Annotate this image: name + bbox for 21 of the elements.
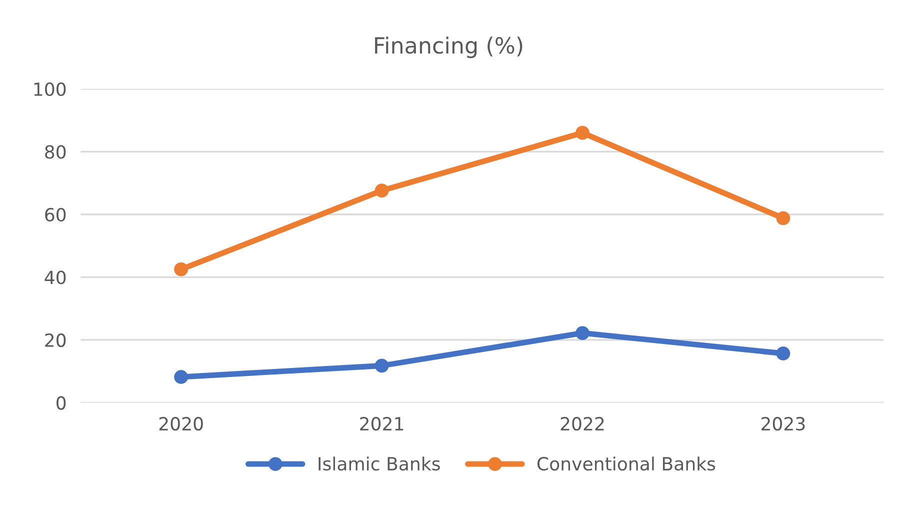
y-tick-label: 100 xyxy=(34,82,66,96)
y-tick-label: 0 xyxy=(56,396,66,410)
y-tick-label: 40 xyxy=(44,270,66,284)
point xyxy=(174,370,188,384)
y-tick-label: 20 xyxy=(45,333,66,348)
point xyxy=(776,211,790,226)
point xyxy=(576,126,590,140)
point xyxy=(576,326,590,340)
legend-label: Islamic Banks xyxy=(318,456,440,471)
y-tick-label: 80 xyxy=(45,145,66,159)
x-tick-label: 2023 xyxy=(762,416,805,431)
x-tick-label: 2022 xyxy=(560,416,604,431)
point xyxy=(174,262,188,276)
chart-title: Financing (%) xyxy=(375,36,522,58)
point xyxy=(374,184,389,198)
x-tick-label: 2021 xyxy=(360,416,404,431)
y-tick-label: 60 xyxy=(45,208,66,222)
legend-label: Conventional Banks xyxy=(537,456,716,471)
point xyxy=(776,346,790,360)
x-tick-label: 2020 xyxy=(159,416,203,431)
point xyxy=(374,358,389,373)
